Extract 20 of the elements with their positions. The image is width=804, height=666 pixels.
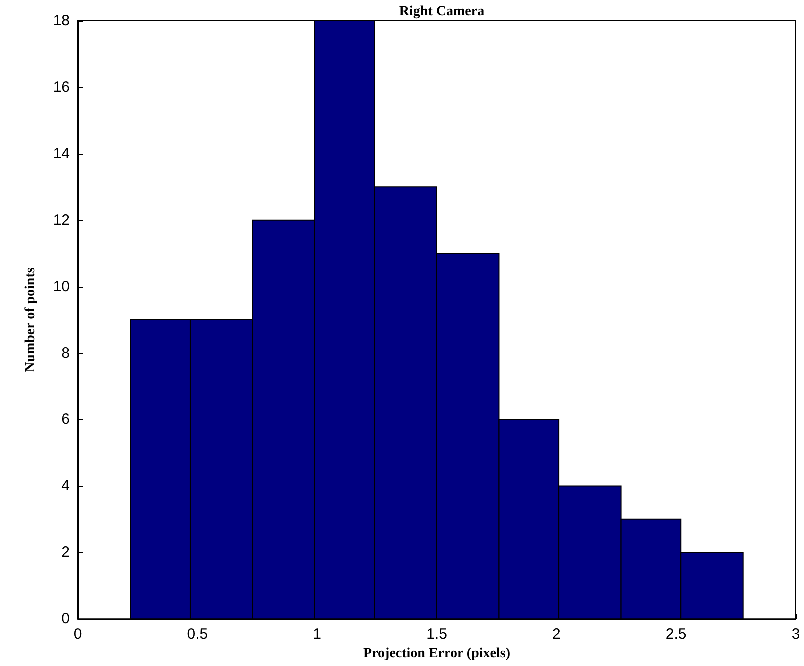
y-tick-label: 12 (53, 212, 70, 229)
y-tick-label: 0 (62, 610, 70, 628)
x-tick-label: 1.5 (426, 626, 448, 644)
y-tick-label: 18 (53, 12, 70, 30)
y-tick-label: 2 (62, 544, 70, 562)
x-tick-label: 0 (74, 626, 82, 644)
y-tick-label: 14 (53, 145, 70, 162)
y-axis-title: Number of points (24, 267, 38, 372)
x-axis-title: Projection Error (pixels) (364, 646, 511, 662)
x-tick-label: 2 (552, 626, 561, 644)
x-tick-label: 3 (792, 626, 800, 644)
y-tick-label: 10 (53, 278, 70, 296)
x-tick-label: 1 (313, 626, 322, 644)
x-tick-label: 0.5 (187, 626, 208, 644)
y-tick-label: 8 (62, 344, 70, 362)
y-tick-label: 4 (62, 478, 70, 495)
x-tick-label: 2.5 (666, 626, 687, 644)
y-tick-label: 6 (62, 411, 70, 428)
chart-title: Right Camera (399, 4, 485, 20)
y-tick-label: 16 (53, 78, 70, 96)
